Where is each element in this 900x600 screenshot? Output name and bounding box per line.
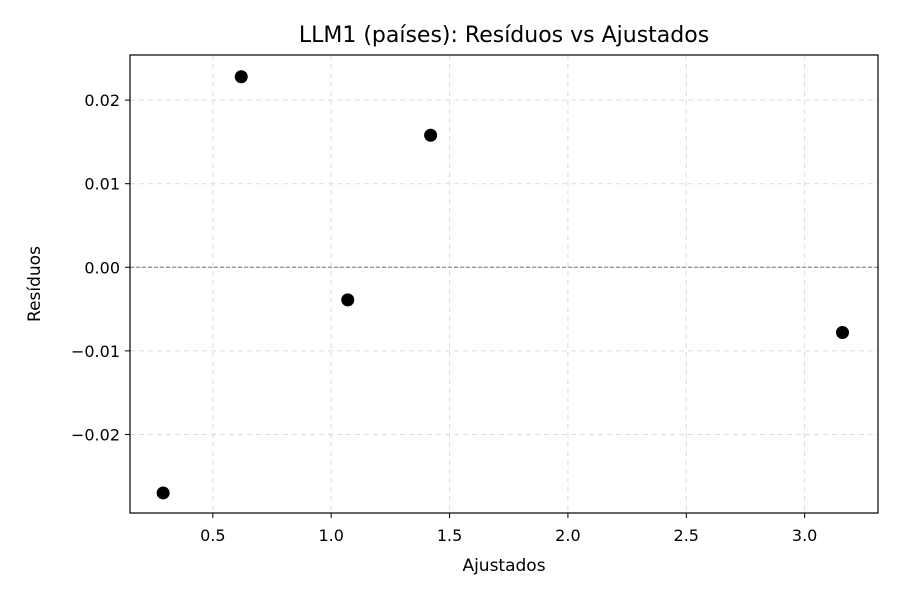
scatter-point	[835, 325, 849, 339]
scatter-point	[156, 486, 170, 500]
grid	[130, 55, 878, 513]
y-axis-label: Resíduos	[25, 246, 45, 322]
y-tick-label: 0.02	[84, 91, 120, 110]
x-tick-label: 0.5	[200, 526, 225, 545]
scatter-point	[234, 70, 248, 84]
x-tick-label: 1.0	[318, 526, 343, 545]
x-axis-ticks: 0.5 1.0 1.5 2.0 2.5 3.0	[200, 513, 817, 545]
x-axis-label: Ajustados	[462, 556, 545, 576]
y-tick-label: −0.01	[71, 342, 120, 361]
y-tick-label: 0.00	[84, 258, 120, 277]
x-tick-label: 2.5	[674, 526, 699, 545]
chart-title: LLM1 (países): Resíduos vs Ajustados	[299, 23, 709, 48]
y-axis-ticks: −0.02 −0.01 0.00 0.01 0.02	[71, 91, 130, 444]
plot-frame	[129, 54, 879, 514]
x-tick-label: 3.0	[792, 526, 817, 545]
y-tick-label: 0.01	[84, 175, 120, 194]
x-tick-label: 1.5	[437, 526, 462, 545]
x-tick-label: 2.0	[555, 526, 580, 545]
scatter-point	[424, 128, 438, 142]
scatter-point	[341, 293, 355, 307]
y-tick-label: −0.02	[71, 425, 120, 444]
data-points	[156, 70, 849, 500]
